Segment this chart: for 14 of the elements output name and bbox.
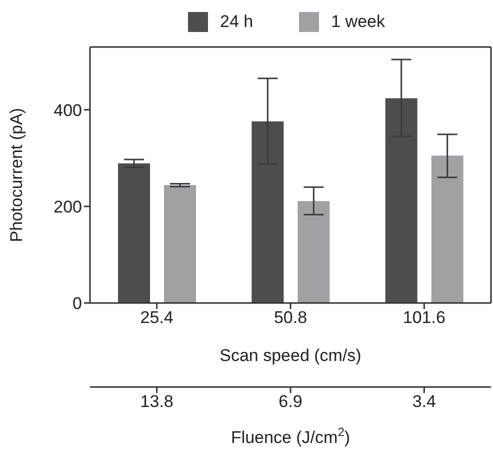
x-tick-label: 101.6 xyxy=(402,308,446,328)
x-tick-label: 25.4 xyxy=(140,308,174,328)
text: 6.9 xyxy=(278,392,302,412)
y-tick-label: 200 xyxy=(54,197,82,216)
legend-label: 1 week xyxy=(330,12,385,32)
legend-label: 24 h xyxy=(219,12,254,32)
y-tick-label: 400 xyxy=(54,100,82,120)
x-tick-label: 50.8 xyxy=(274,308,308,328)
y-axis-title: Photocurrent (pA) xyxy=(7,108,26,242)
x2-axis-title: Fluence (J/cm$^{2}$) xyxy=(230,425,350,447)
text: 13.8 xyxy=(140,392,174,412)
y-tick-label: 0 xyxy=(72,294,82,314)
x-axis-title: Scan speed (cm/s) xyxy=(220,346,362,365)
text: 3.4 xyxy=(412,392,436,412)
